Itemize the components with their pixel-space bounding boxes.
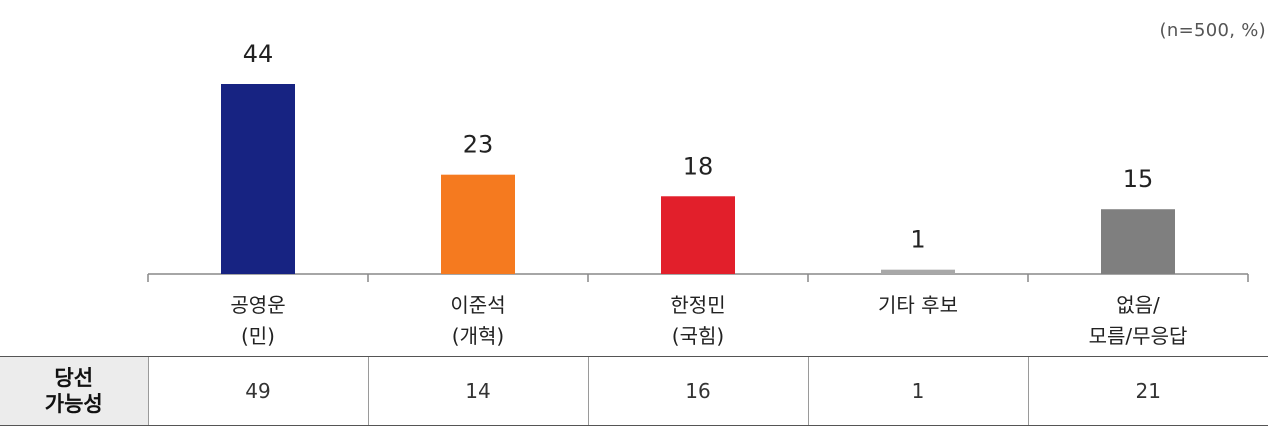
table-cell: 21 [1027, 356, 1268, 426]
x-tick-label: 한정민 (국힘) [670, 293, 725, 348]
table-row: 당선 가능성 49 14 16 1 21 [0, 356, 1268, 426]
table-cell: 16 [587, 356, 808, 426]
bar [441, 174, 515, 274]
bar-chart: 44 공영운 (민) 23 이준석 (개혁) 18 한정민 (국힘) 1 기타 후보 15 없음/모름/… [147, 40, 1249, 348]
table-cell: 14 [367, 356, 588, 426]
win-probability-table: 당선 가능성 49 14 16 1 21 [0, 356, 1268, 426]
bar-value-label: 1 [910, 226, 925, 254]
x-tick-label: 이준석 (개혁) [450, 293, 505, 348]
table-cell: 49 [147, 356, 368, 426]
bar [221, 84, 295, 274]
x-tick-label: 기타 후보 [878, 293, 958, 317]
table-cell: 1 [807, 356, 1028, 426]
x-tick-label: 없음/모름/무응답 [1089, 293, 1188, 348]
bar [881, 269, 955, 274]
bar-value-label: 15 [1123, 165, 1154, 193]
sample-size-note: (n=500, %) [1159, 20, 1266, 41]
x-tick-label: 공영운 (민) [230, 293, 285, 348]
bar [1101, 209, 1175, 274]
bar [661, 196, 735, 274]
bar-value-label: 44 [243, 40, 274, 68]
bar-value-label: 23 [463, 131, 494, 159]
table-row-label: 당선 가능성 [0, 356, 148, 426]
bar-value-label: 18 [683, 152, 714, 180]
